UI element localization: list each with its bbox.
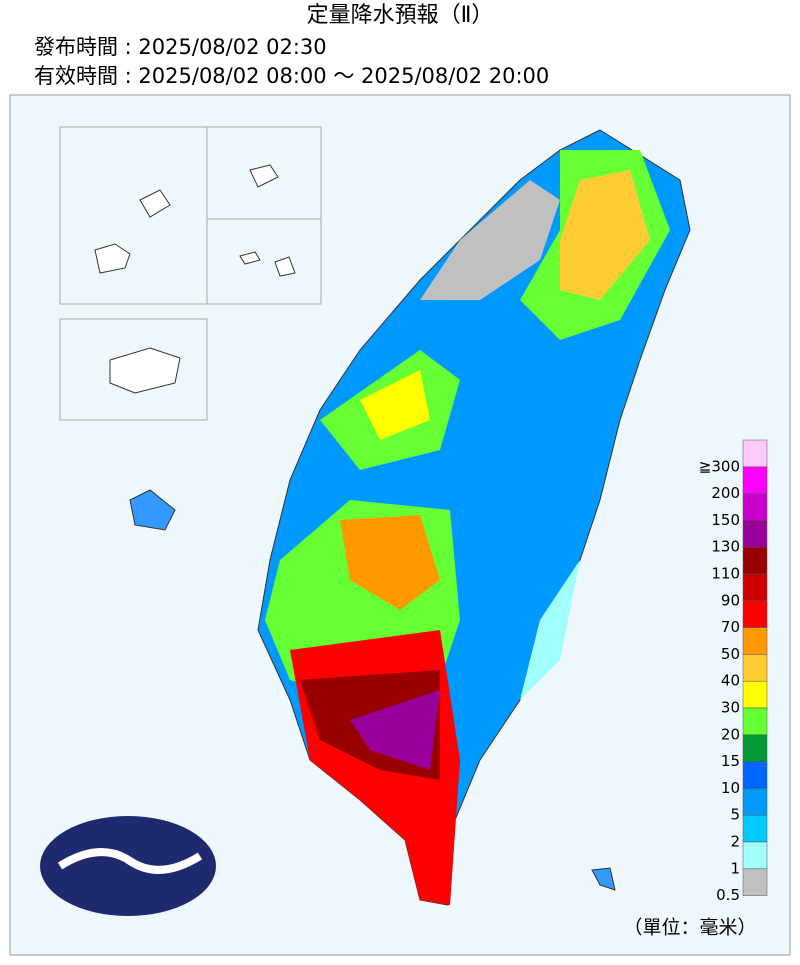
legend-swatch bbox=[742, 761, 768, 789]
legend-label: 5 bbox=[730, 806, 740, 824]
legend-label: 1 bbox=[730, 859, 740, 877]
legend-swatch bbox=[742, 814, 768, 843]
legend-swatch bbox=[742, 841, 768, 870]
taiwan-rainfall bbox=[257, 129, 691, 906]
legend-swatch bbox=[742, 788, 768, 816]
legend-swatch bbox=[742, 439, 768, 468]
legend-label: 20 bbox=[721, 725, 740, 743]
legend-label: ≧300 bbox=[699, 457, 740, 475]
legend-swatch bbox=[742, 868, 768, 896]
legend-swatch bbox=[742, 680, 768, 709]
title: 定量降水預報（Ⅱ） bbox=[307, 3, 494, 28]
inset-frames bbox=[59, 126, 322, 421]
legend-label: 50 bbox=[721, 645, 740, 663]
legend-swatch bbox=[742, 627, 768, 655]
logo bbox=[40, 816, 216, 916]
legend-swatch bbox=[742, 734, 768, 762]
legend-label: 15 bbox=[721, 752, 740, 770]
legend-label: 70 bbox=[721, 618, 740, 636]
legend-label: 0.5 bbox=[716, 886, 740, 904]
legend-label: 30 bbox=[721, 699, 740, 717]
legend-label: 200 bbox=[711, 484, 740, 502]
legend-label: 2 bbox=[730, 833, 740, 851]
islands bbox=[94, 164, 616, 891]
legend-swatch bbox=[742, 466, 768, 494]
valid-time: 有效時間 : 2025/08/02 08:00 ～ 2025/08/02 20:… bbox=[34, 64, 549, 88]
issued-time: 發布時間 : 2025/08/02 02:30 bbox=[34, 35, 327, 59]
legend-swatch bbox=[742, 546, 768, 575]
legend-label: 130 bbox=[711, 538, 740, 556]
unit-label: （單位：毫米） bbox=[623, 917, 756, 939]
legend-swatch bbox=[742, 707, 768, 736]
legend-swatch bbox=[742, 573, 768, 602]
legend-swatch bbox=[742, 600, 768, 628]
legend-label: 10 bbox=[721, 779, 740, 797]
legend: ≧300 200 150 130 110 90 70 50 40 30 20 15 10 5 2 1 0.5 bbox=[699, 439, 768, 904]
legend-label: 150 bbox=[711, 511, 740, 529]
legend-swatch bbox=[742, 654, 768, 682]
legend-swatch bbox=[742, 493, 768, 521]
legend-label: 40 bbox=[721, 672, 740, 690]
legend-label: 110 bbox=[711, 565, 740, 583]
legend-swatch bbox=[742, 520, 768, 548]
legend-label: 90 bbox=[721, 591, 740, 609]
